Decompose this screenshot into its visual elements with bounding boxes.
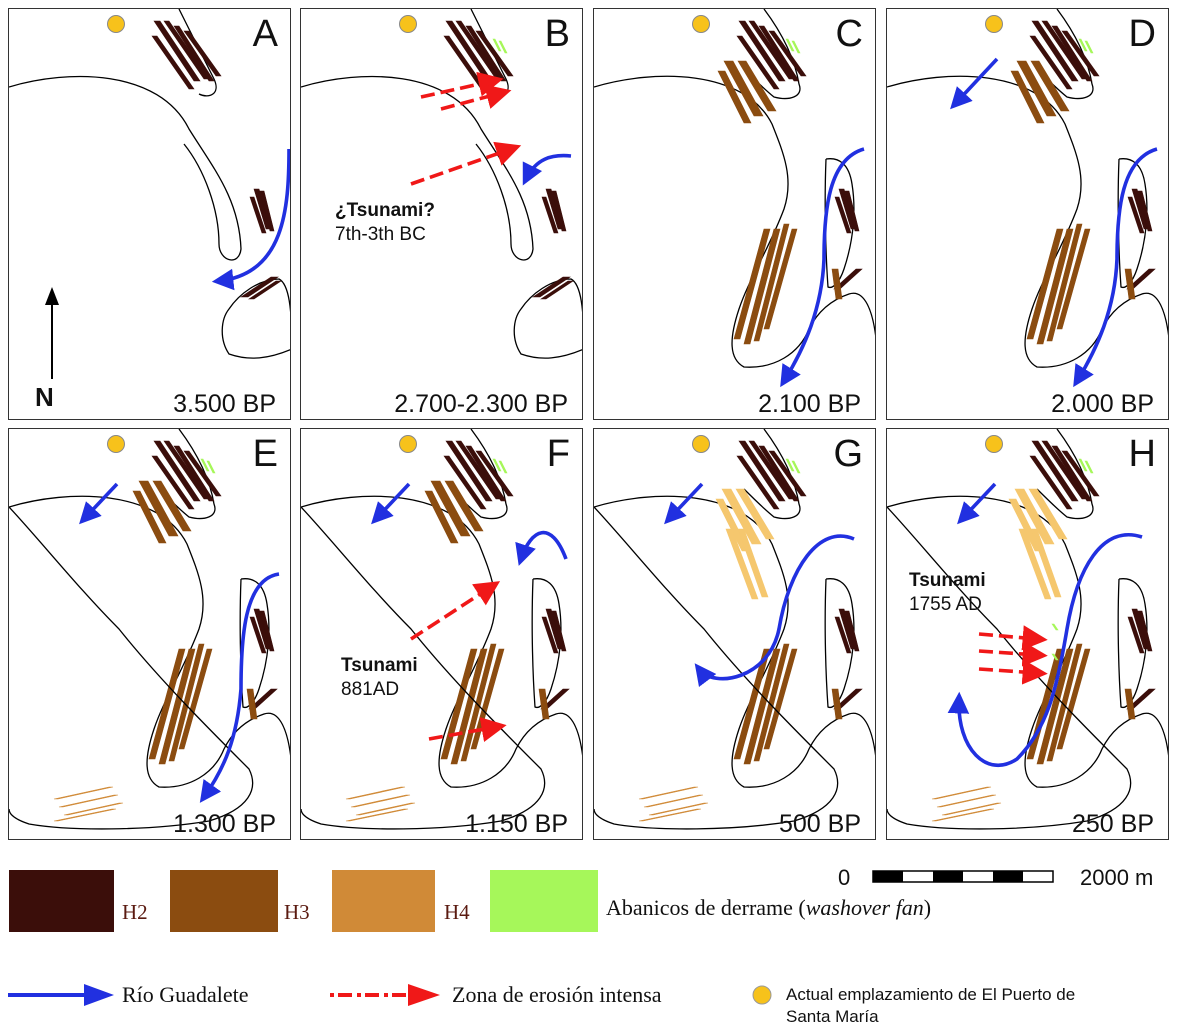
map-e (9, 429, 291, 840)
coastline-c (594, 76, 876, 367)
event-label-h: Tsunami 1755 AD (909, 569, 986, 617)
erosion-arrow-h3 (979, 669, 1037, 673)
panel-g: G 500 BP (593, 428, 876, 840)
north-arrow-head (45, 287, 59, 305)
river-arrow-d2 (955, 59, 997, 104)
legend-river-arrow (8, 980, 118, 1010)
panel-c: C 2.100 BP (593, 8, 876, 420)
panel-a: A 3.500 BP N (8, 8, 291, 420)
map-a (9, 9, 291, 420)
legend-swatch-h4 (332, 870, 435, 932)
legend-washover-close: ) (924, 895, 931, 920)
legend-washover-italic: washover fan (806, 895, 924, 920)
town-marker-h (986, 436, 1003, 453)
map-f (301, 429, 583, 840)
panel-letter-a: A (253, 13, 278, 56)
panel-b: B 2.700-2.300 BP ¿Tsunami? 7th-3th BC (300, 8, 583, 420)
event-title-h: Tsunami (909, 570, 986, 591)
event-date-f: 881AD (341, 678, 418, 702)
scale-start-label: 0 (838, 865, 850, 891)
river-arrow-b (526, 156, 571, 179)
coastline-f (301, 496, 583, 787)
panel-letter-f: F (547, 433, 570, 476)
panel-h: H 250 BP Tsunami 1755 AD (886, 428, 1169, 840)
panel-date-f: 1.150 BP (465, 810, 568, 839)
town-marker-d (986, 16, 1003, 33)
town-marker-a (108, 16, 125, 33)
river-arrow-f-nw (376, 484, 409, 519)
map-g (594, 429, 876, 840)
river-arrow-a (219, 149, 289, 281)
river-arrow-e-nw (84, 484, 117, 519)
legend-label-h3: H3 (284, 900, 310, 925)
river-arrow-f (521, 533, 566, 559)
event-label-b: ¿Tsunami? 7th-3th BC (335, 199, 435, 247)
town-marker-b (400, 16, 417, 33)
town-marker-g (693, 436, 710, 453)
legend-label-h4: H4 (444, 900, 470, 925)
legend-swatch-washover (490, 870, 598, 932)
panel-date-c: 2.100 BP (758, 390, 861, 419)
panel-letter-e: E (253, 433, 278, 476)
town-marker-c (693, 16, 710, 33)
map-d (887, 9, 1169, 420)
coast-sw-f (301, 507, 545, 829)
coastline-d (887, 76, 1169, 367)
legend-label-town: Actual emplazamiento de El Puerto de San… (786, 984, 1075, 1028)
event-label-f: Tsunami 881AD (341, 654, 418, 702)
washover-h-south-0 (1052, 624, 1058, 630)
panel-date-e: 1.300 BP (173, 810, 276, 839)
panel-letter-c: C (836, 13, 863, 56)
event-title-f: Tsunami (341, 655, 418, 676)
scale-end-label: 2000 m (1080, 865, 1153, 891)
legend-label-river: Río Guadalete (122, 982, 248, 1008)
town-marker-f (400, 436, 417, 453)
legend-town-line2: Santa María (786, 1006, 1075, 1028)
coastline-e (9, 496, 291, 787)
legend-swatch-h3 (170, 870, 278, 932)
legend-swatch-h2 (9, 870, 114, 932)
panel-date-a: 3.500 BP (173, 390, 276, 419)
erosion-arrow-f1 (411, 587, 491, 639)
scale-bar (872, 870, 1054, 884)
legend-label-h2: H2 (122, 900, 148, 925)
legend-label-erosion: Zona de erosión intensa (452, 982, 662, 1008)
panel-date-d: 2.000 BP (1051, 390, 1154, 419)
panel-f: F 1.150 BP Tsunami 881AD (300, 428, 583, 840)
panel-d: D 2.000 BP (886, 8, 1169, 420)
panel-date-g: 500 BP (779, 810, 861, 839)
legend-label-washover: Abanicos de derrame (washover fan) (606, 895, 931, 921)
coastline-a (9, 77, 241, 260)
north-label: N (35, 382, 54, 413)
coast-sw-g (594, 507, 838, 829)
town-marker-e (108, 436, 125, 453)
river-arrow-g-nw (669, 484, 702, 519)
legend-town-marker (750, 983, 774, 1007)
panel-letter-g: G (833, 433, 863, 476)
panel-letter-h: H (1129, 433, 1156, 476)
panel-e: E 1.300 BP (8, 428, 291, 840)
erosion-arrow-h2 (979, 651, 1037, 655)
panel-letter-d: D (1129, 13, 1156, 56)
panel-letter-b: B (545, 13, 570, 56)
event-title-b: ¿Tsunami? (335, 200, 435, 221)
map-h (887, 429, 1169, 840)
event-date-b: 7th-3th BC (335, 223, 435, 247)
legend-erosion-arrow (330, 980, 445, 1010)
erosion-arrow-h1 (979, 634, 1037, 639)
panel-date-b: 2.700-2.300 BP (394, 390, 568, 419)
map-c (594, 9, 876, 420)
legend-washover-main: Abanicos de derrame ( (606, 895, 806, 920)
river-arrow-h-nw (962, 484, 995, 519)
legend-town-line1: Actual emplazamiento de El Puerto de (786, 984, 1075, 1006)
event-date-h: 1755 AD (909, 593, 986, 617)
panel-date-h: 250 BP (1072, 810, 1154, 839)
